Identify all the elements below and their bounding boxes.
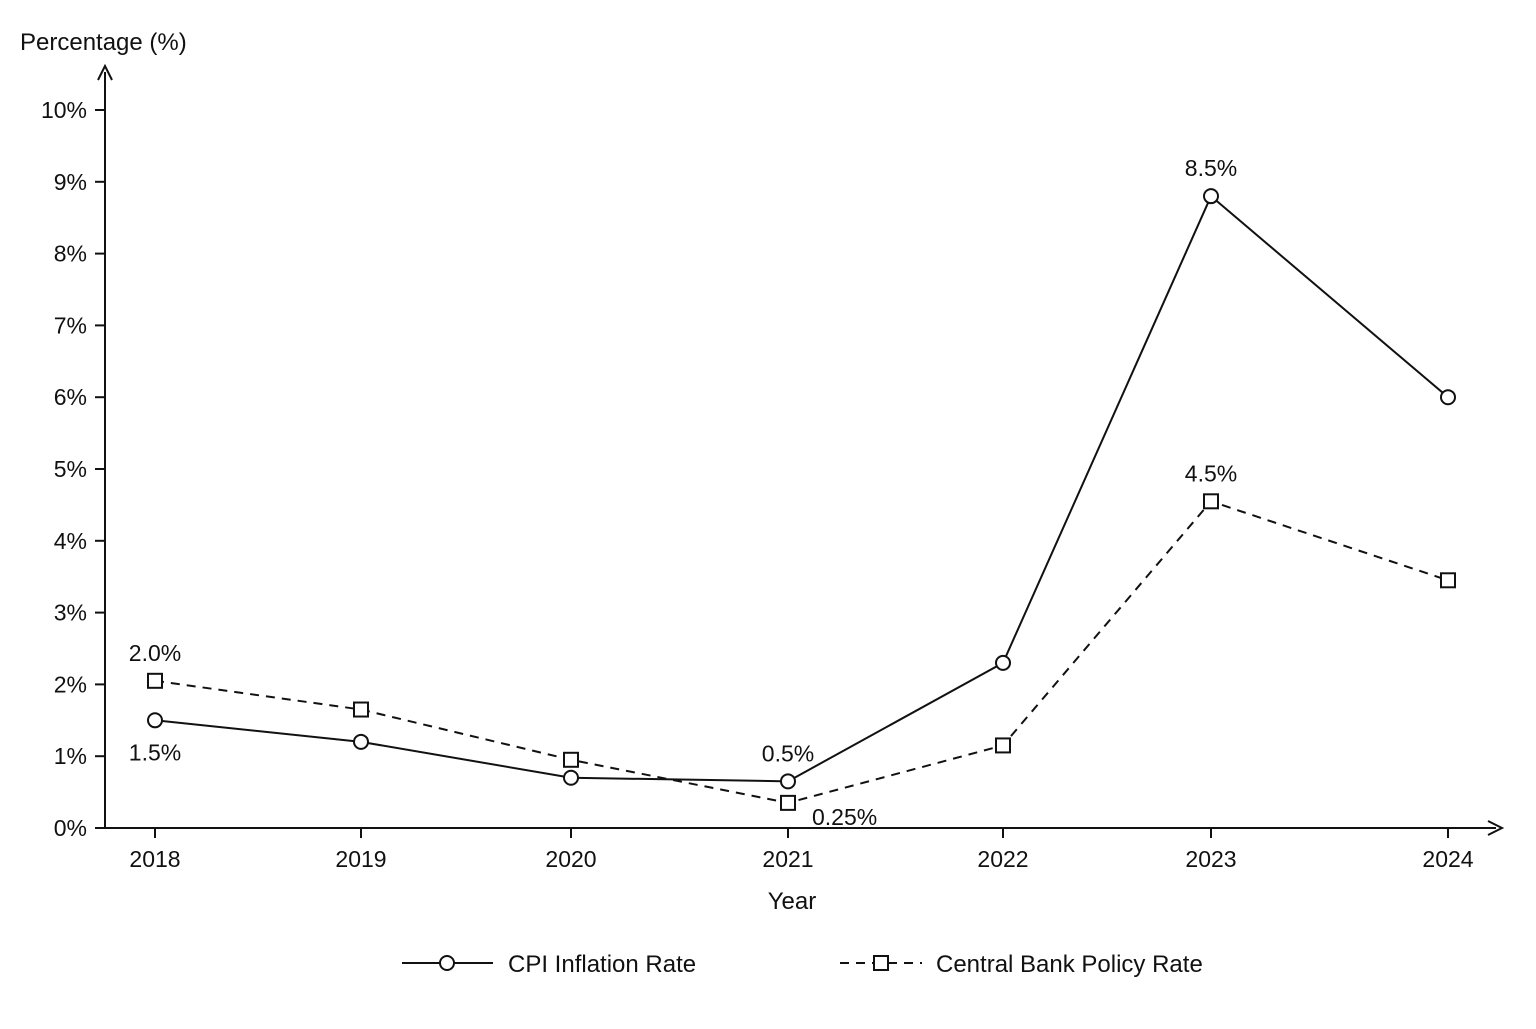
x-axis-arrowhead [1487,820,1505,836]
x-tick-label-2019: 2019 [335,846,386,872]
data-label-1: 0.5% [762,740,814,766]
data-label-2: 8.5% [1185,155,1237,181]
y-tick-label-5: 5% [54,456,87,482]
point-s1-2019 [353,701,369,718]
legend-marker-cpi [439,955,455,971]
series [147,188,1456,811]
point-s1-2024 [1440,572,1456,589]
data-labels: 1.5% 0.5% 8.5% 2.0% 0.25% 4.5% [129,155,1237,830]
y-tick-label-2: 2% [54,671,87,697]
series-cpi [147,188,1456,790]
x-tick-label-2018: 2018 [129,846,180,872]
ticks: 0% 1% 2% 3% 4% 5% 6% 7% 8% 9% 10% 2018 2019 2020 2021 2… [41,97,1474,872]
data-label-3: 2.0% [129,640,181,666]
data-label-4: 0.25% [812,804,877,830]
legend: CPI Inflation Rate Central Bank Policy Ra… [402,951,1203,978]
y-tick-label-9: 9% [54,169,87,195]
y-tick-label-10: 10% [41,97,87,123]
data-label-0: 1.5% [129,739,181,765]
point-s1-2021 [780,794,796,811]
y-tick-label-4: 4% [54,528,87,554]
point-s0-2020 [563,769,579,786]
x-axis-title: Year [768,888,817,915]
y-tick-label-6: 6% [54,384,87,410]
legend-label-policy-rate: Central Bank Policy Rate [936,951,1203,978]
y-axis-title: Percentage (%) [20,29,187,56]
y-tick-label-8: 8% [54,241,87,267]
x-tick-label-2021: 2021 [762,846,813,872]
point-s1-2023 [1203,493,1219,510]
point-s0-2022 [995,654,1011,671]
x-tick-label-2022: 2022 [977,846,1028,872]
x-tick-label-2023: 2023 [1185,846,1236,872]
y-tick-label-3: 3% [54,600,87,626]
point-s0-2018 [147,712,163,729]
legend-marker-policy-rate [873,955,889,971]
point-s0-2021 [780,773,796,790]
legend-item-policy-rate: Central Bank Policy Rate [840,951,1203,978]
point-s0-2019 [353,733,369,750]
point-s0-2023 [1203,188,1219,205]
x-tick-label-2020: 2020 [545,846,596,872]
point-s0-2024 [1440,389,1456,406]
series-policy-rate [147,493,1456,811]
y-axis-arrowhead [97,63,113,81]
y-tick-label-0: 0% [54,815,87,841]
data-label-5: 4.5% [1185,460,1237,486]
legend-label-cpi: CPI Inflation Rate [508,951,696,978]
y-tick-label-7: 7% [54,312,87,338]
y-tick-label-1: 1% [54,743,87,769]
series-line-0 [154,194,1449,783]
point-s1-2022 [995,737,1011,754]
point-s1-2018 [147,672,163,689]
x-tick-label-2024: 2024 [1422,846,1473,872]
axes: Percentage (%) Year [20,29,1505,915]
point-s1-2020 [563,751,579,768]
legend-item-cpi: CPI Inflation Rate [402,951,696,978]
